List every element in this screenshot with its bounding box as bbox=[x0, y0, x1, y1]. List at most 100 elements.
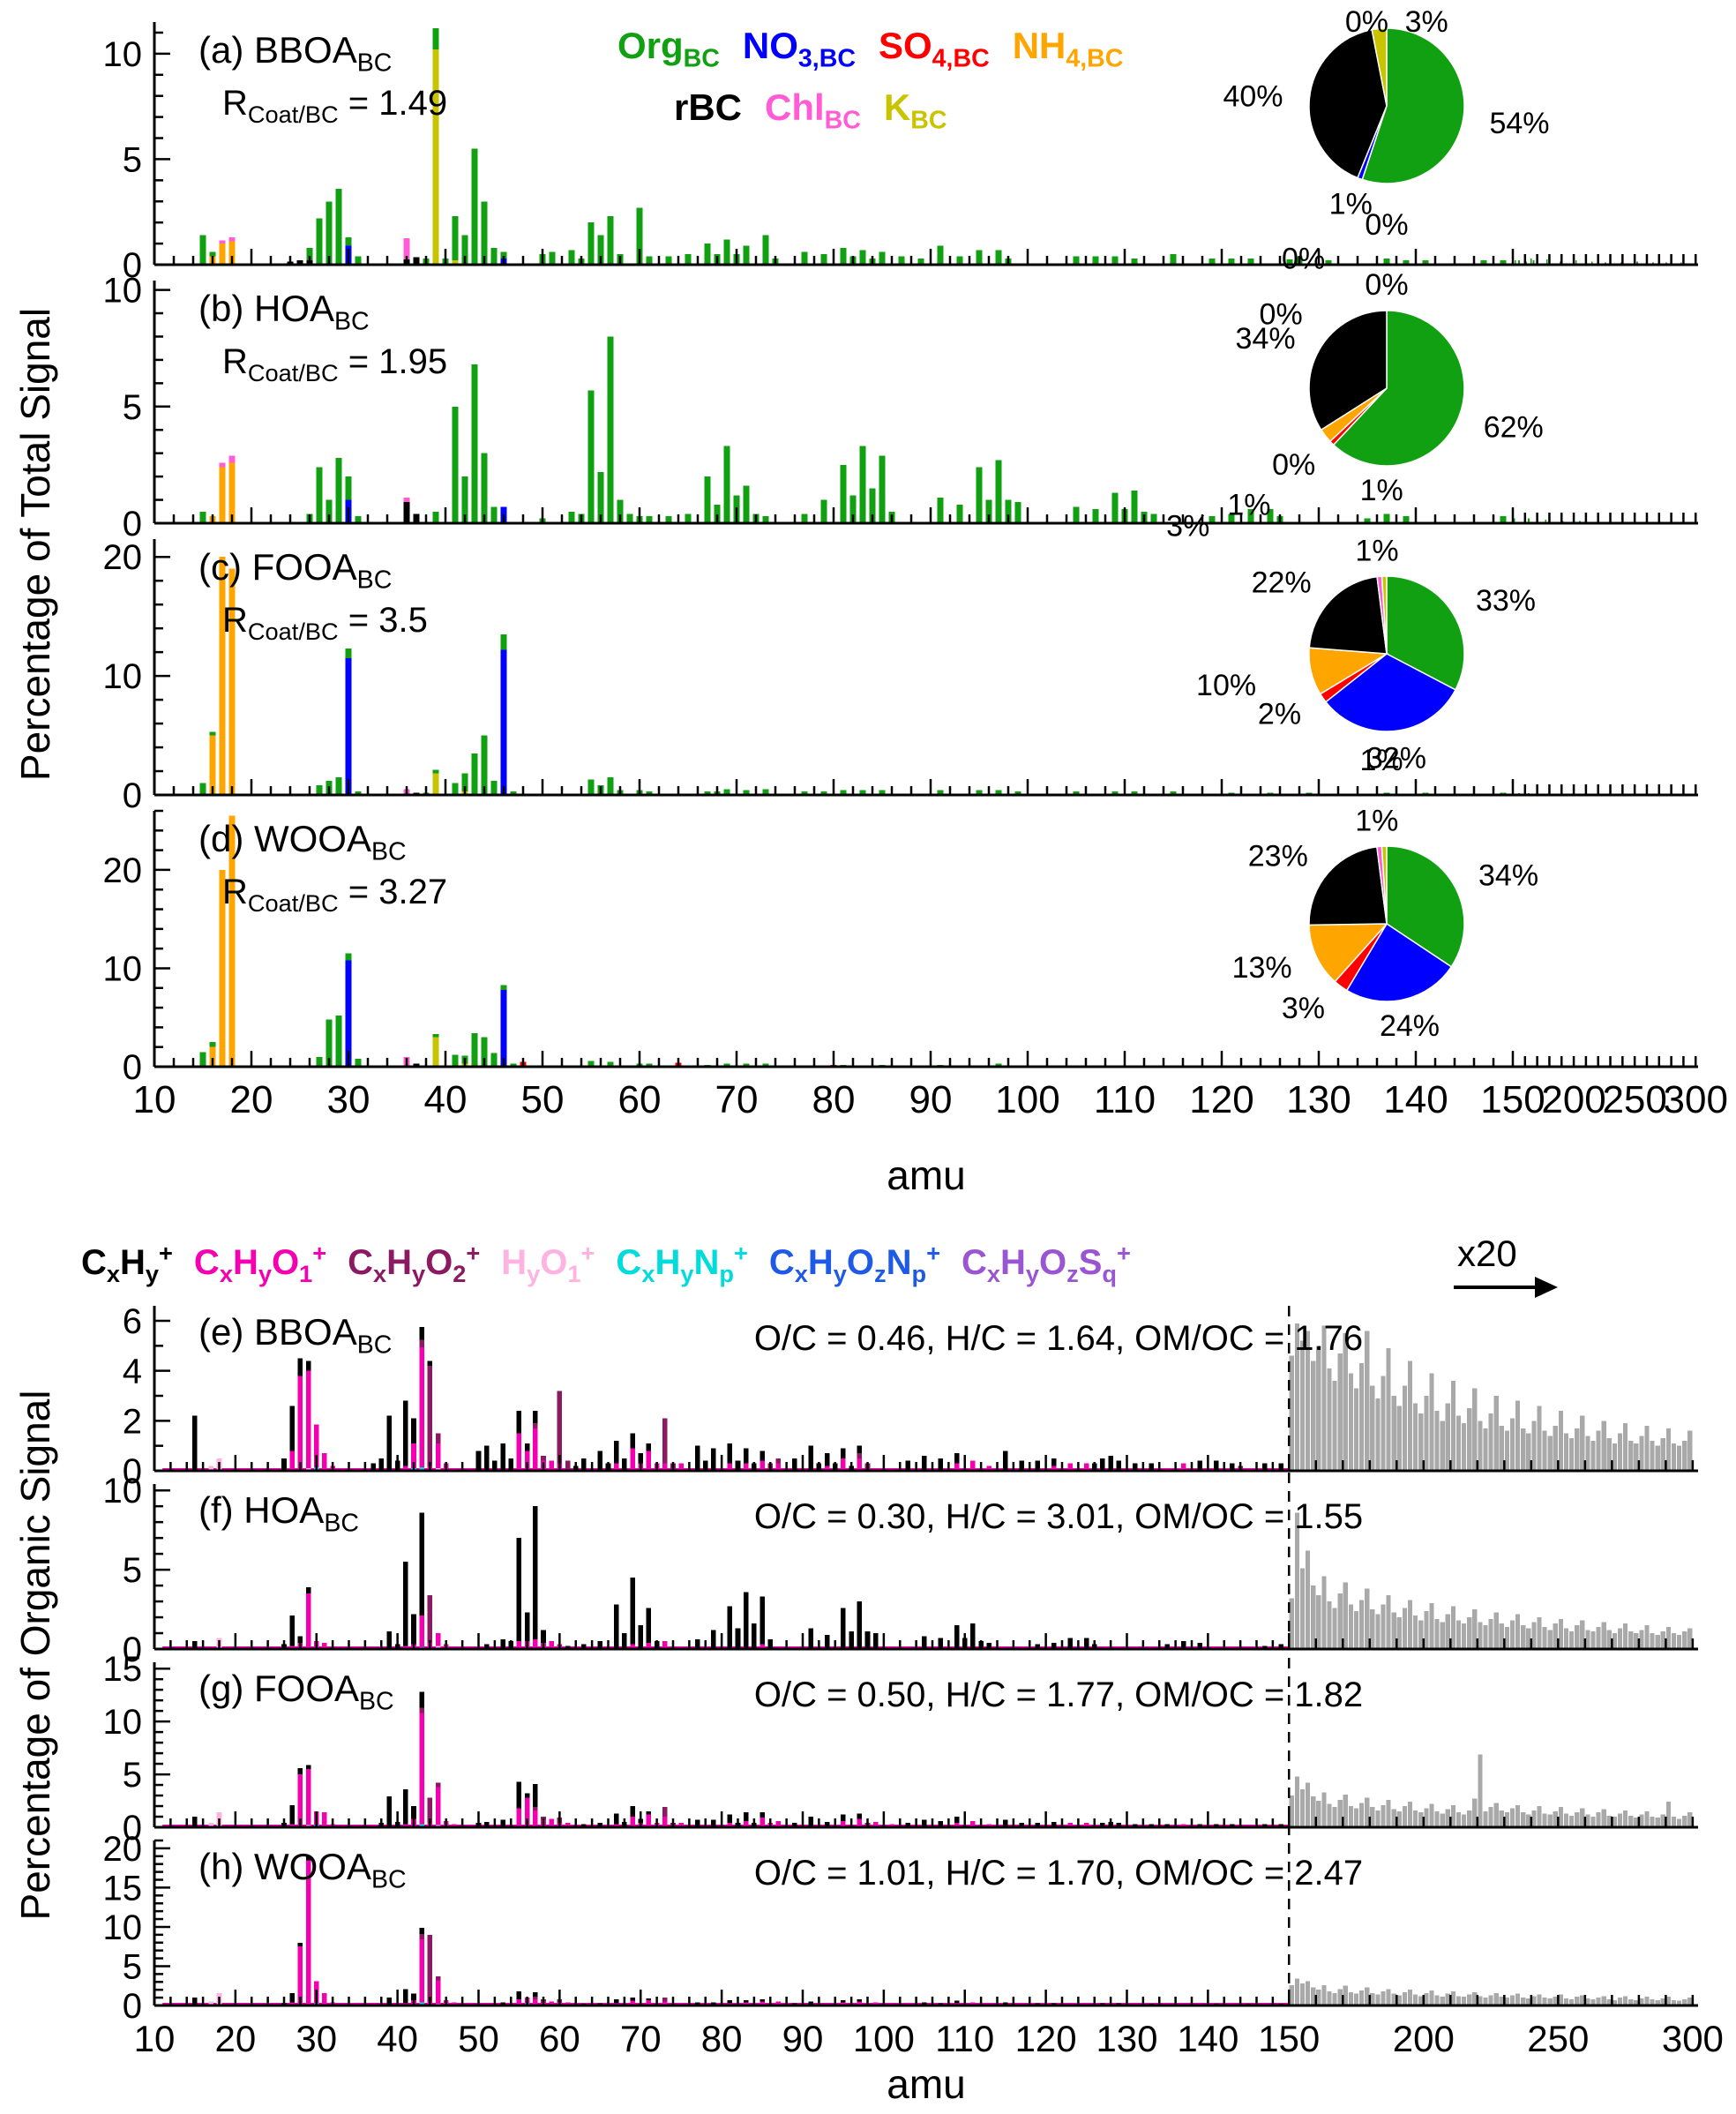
ytick-labels-panel-e: 0 2 4 6 bbox=[123, 1302, 142, 1491]
svg-text:4: 4 bbox=[123, 1353, 142, 1391]
axes-panel-h bbox=[153, 1840, 1698, 2007]
pie-label: 0% bbox=[1365, 208, 1408, 242]
composition-pie-a: 54%1%0%0%40%0% 3% bbox=[1223, 5, 1549, 331]
ticks-panel-g bbox=[153, 1667, 1695, 1829]
x20-grey-bars-g bbox=[1289, 1754, 1693, 1827]
pie-slice-Org bbox=[1386, 575, 1465, 691]
svg-text:0: 0 bbox=[123, 1452, 142, 1491]
pie-slice-K bbox=[1381, 845, 1388, 925]
ticks-panel-b bbox=[153, 289, 1697, 525]
organic-signal-section: 0 2 4 6 0 5 10 0 5 10 15 0 5 10 15 20 10 20 30 40 50 60 70 80 90… bbox=[0, 1231, 1736, 2114]
pie-label: 1% bbox=[1227, 489, 1270, 522]
pie-label: 23% bbox=[1248, 840, 1308, 873]
pie-label: 40% bbox=[1223, 80, 1283, 114]
svg-text:70: 70 bbox=[715, 1078, 759, 1121]
svg-text:140: 140 bbox=[1177, 2018, 1238, 2059]
svg-text:0: 0 bbox=[123, 776, 142, 815]
ytick-labels-panel-c: 0 10 20 bbox=[103, 538, 143, 815]
ion-legend-item-CxHyO2: CxHyO2+ bbox=[348, 1240, 481, 1288]
svg-text:10: 10 bbox=[134, 2018, 176, 2059]
xtick-labels: 10 20 30 40 50 60 70 80 90 100 110 120 130 140 150 200 2… bbox=[134, 2018, 1724, 2059]
axes-panel-f bbox=[153, 1484, 1698, 1651]
legend-item-NO3: NO3,BC bbox=[742, 25, 856, 73]
x20-arrow bbox=[1454, 1277, 1558, 1298]
ytick-labels-panel-g: 0 5 10 15 bbox=[103, 1650, 143, 1848]
svg-text:0: 0 bbox=[123, 246, 142, 285]
svg-text:15: 15 bbox=[103, 1650, 143, 1689]
top-x-axis-title: amu bbox=[887, 1152, 966, 1198]
composition-pie-d: 34% 24% 3% 13% 23% 1% 1% bbox=[1232, 744, 1538, 1043]
svg-text:60: 60 bbox=[539, 2018, 580, 2059]
x20-grey-bars-e bbox=[1289, 1323, 1693, 1471]
pie-slice-NO3 bbox=[1345, 922, 1453, 1002]
coating-ratio-a: RCoat/BC = 1.49 bbox=[222, 84, 448, 128]
svg-text:0: 0 bbox=[123, 1630, 142, 1669]
total-signal-spectra-chart: 54%1%0%0%40%0% 3%051062%0%1%3%34%0%0%0510… bbox=[103, 5, 1728, 1121]
axes-panel-a bbox=[153, 22, 1698, 266]
svg-text:5: 5 bbox=[123, 140, 142, 179]
ticks-panel-e bbox=[153, 1319, 1695, 1473]
svg-text:250: 250 bbox=[1602, 1078, 1666, 1121]
pie-label: 1% bbox=[1355, 805, 1398, 838]
coating-ratio-d: RCoat/BC = 3.27 bbox=[222, 873, 448, 917]
svg-text:0: 0 bbox=[123, 1809, 142, 1848]
svg-text:90: 90 bbox=[909, 1078, 953, 1121]
svg-text:120: 120 bbox=[1015, 2018, 1077, 2059]
pie-label: 32% bbox=[1366, 741, 1426, 775]
legend-item-Org: OrgBC bbox=[617, 25, 720, 73]
pie-slice-NH4 bbox=[1308, 923, 1388, 983]
x20-grey-bars-h bbox=[1289, 1978, 1693, 2005]
svg-text:6: 6 bbox=[123, 1302, 142, 1341]
svg-text:20: 20 bbox=[103, 1830, 143, 1869]
svg-text:120: 120 bbox=[1189, 1078, 1253, 1121]
panel-label-h: (h) WOOABC bbox=[198, 1846, 407, 1894]
pie-label: 1% bbox=[1360, 744, 1403, 777]
svg-text:20: 20 bbox=[103, 538, 143, 577]
species-legend-row-2: rBC ChlBC KBC bbox=[674, 86, 969, 135]
ion-legend-item-CxHyOzSq: CxHyOzSq+ bbox=[961, 1240, 1131, 1288]
ytick-labels-panel-a: 0 5 10 bbox=[103, 35, 143, 285]
svg-text:0: 0 bbox=[123, 1048, 142, 1087]
pie-slice-Org bbox=[1332, 310, 1465, 467]
pie-label: 33% bbox=[1476, 584, 1536, 618]
axes-panel-d bbox=[153, 811, 1698, 1068]
pie-label: 13% bbox=[1232, 951, 1292, 985]
axes-panel-e bbox=[153, 1306, 1698, 1473]
ytick-labels-panel-f: 0 5 10 bbox=[103, 1472, 143, 1669]
pie-label: 2% bbox=[1258, 697, 1301, 731]
pie-slice-Org bbox=[1361, 27, 1465, 184]
legend-item-rBC: rBC bbox=[674, 86, 743, 128]
svg-text:0: 0 bbox=[123, 505, 142, 543]
pie-slice-K bbox=[1381, 575, 1388, 655]
ticks-panel-f bbox=[153, 1488, 1695, 1651]
svg-text:10: 10 bbox=[103, 1703, 143, 1742]
svg-text:20: 20 bbox=[215, 2018, 257, 2059]
pie-label: 3% bbox=[1405, 5, 1448, 39]
composition-pie-c: 33% 32% 2%10% 22% 1% 1% bbox=[1196, 474, 1536, 775]
ytick-labels-panel-d: 0 10 20 bbox=[103, 851, 143, 1087]
ytick-labels-panel-b: 0 5 10 bbox=[103, 272, 143, 543]
pie-label: 1% bbox=[1329, 188, 1373, 221]
svg-text:300: 300 bbox=[1664, 1078, 1728, 1121]
x20-magnification-label: x20 bbox=[1457, 1233, 1517, 1274]
svg-text:10: 10 bbox=[103, 1908, 143, 1947]
elemental-ratios-hoa: O/C = 0.30, H/C = 3.01, OM/OC = 1.55 bbox=[753, 1497, 1364, 1536]
panel-label-f: (f) HOABC bbox=[198, 1489, 359, 1538]
pie-label: 0% bbox=[1260, 297, 1303, 331]
pie-slice-NO3 bbox=[1324, 653, 1456, 732]
svg-text:15: 15 bbox=[103, 1869, 143, 1908]
pie-label: 1% bbox=[1360, 474, 1403, 507]
svg-text:110: 110 bbox=[1094, 1078, 1156, 1121]
panel-label-c: (c) FOOABC bbox=[198, 546, 393, 595]
coating-ratio-b: RCoat/BC = 1.95 bbox=[222, 342, 448, 386]
svg-text:300: 300 bbox=[1662, 2018, 1724, 2059]
ion-legend-item-HyO1: HyO1+ bbox=[501, 1240, 595, 1288]
ion-family-legend: CxHy+ CxHyO1+ CxHyO2+ HyO1+ CxHyNp+ CxHyOzNp+… bbox=[81, 1240, 1152, 1288]
pie-slice-rBC bbox=[1308, 28, 1388, 179]
bottom-x-axis-title: amu bbox=[887, 2061, 966, 2107]
panel-label-a: (a) BBOABC bbox=[198, 29, 393, 78]
legend-item-NH4: NH4,BC bbox=[1012, 25, 1124, 73]
svg-text:5: 5 bbox=[123, 1551, 142, 1590]
composition-pie-b: 62%0%1%3%34%0%0% bbox=[1166, 208, 1544, 543]
svg-text:2: 2 bbox=[123, 1402, 142, 1441]
